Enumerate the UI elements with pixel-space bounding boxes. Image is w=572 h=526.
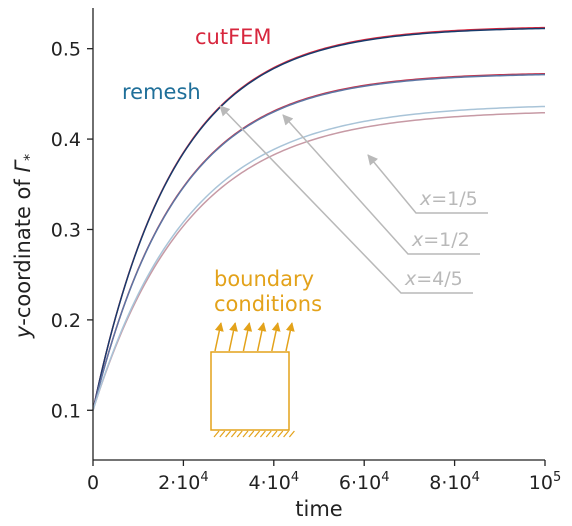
y-tick-label: 0.2 <box>51 310 81 332</box>
x-axis-title: time <box>295 497 342 521</box>
annotation-label: x=4/5 <box>404 268 463 290</box>
annotation-leader-line <box>219 105 473 294</box>
hatch-mark <box>219 430 226 438</box>
y-tick-label: 0.3 <box>51 219 81 241</box>
position-annotation: x=4/5 <box>219 105 473 294</box>
hatch-mark <box>242 430 249 438</box>
hatch-mark <box>283 430 290 438</box>
boundary-conditions-inset: boundary conditions <box>210 267 322 438</box>
boundary-arrow <box>242 322 253 352</box>
hatch-mark <box>248 430 255 438</box>
series-label-cutfem: cutFEM <box>195 25 272 49</box>
annotation-label: x=1/5 <box>419 188 478 210</box>
boundary-arrow <box>214 322 224 352</box>
hatch-mark <box>259 430 266 438</box>
position-annotation: x=1/5 <box>367 154 488 214</box>
x-tick-label: 105 <box>529 470 561 494</box>
hatch-mark <box>277 430 284 438</box>
y-tick-label: 0.1 <box>51 400 81 422</box>
hatch-mark <box>213 430 220 438</box>
hatch-mark <box>236 430 243 438</box>
fixed-boundary-hatch <box>213 430 295 438</box>
y-axis-title: y-coordinate of Γ* <box>11 154 38 339</box>
annotation-leader-line <box>282 114 480 255</box>
series-line-remesh-2 <box>92 27 546 411</box>
boundary-arrow <box>271 322 281 352</box>
x-tick-label: 8·104 <box>429 470 480 494</box>
y-tick-label: 0.5 <box>51 39 81 61</box>
curves-layer <box>92 26 546 411</box>
boundary-conditions-label-line-1: boundary <box>214 267 314 291</box>
annotation-leader-line <box>367 154 488 214</box>
boundary-arrow <box>228 322 238 352</box>
series-line-remesh-4 <box>92 73 546 411</box>
x-tick-label: 4·104 <box>249 470 300 494</box>
annotation-layer: cutFEM remesh x=1/5 x=1/2 x=4/5 <box>122 25 488 294</box>
series-line-remesh-6 <box>92 105 546 411</box>
y-tick-label: 0.4 <box>51 129 81 151</box>
annotation-label: x=1/2 <box>411 229 470 251</box>
hatch-mark <box>230 430 237 438</box>
x-tick-label: 2·104 <box>158 470 209 494</box>
hatch-mark <box>271 430 278 438</box>
series-label-remesh: remesh <box>122 80 201 104</box>
boundary-arrows <box>214 322 295 352</box>
axes-layer: 0.1 0.2 0.3 0.4 0.5 0 2·104 4·104 6·104 8·104 105 t… <box>11 8 561 521</box>
x-tick-label: 6·104 <box>339 470 390 494</box>
boundary-arrow <box>256 322 267 352</box>
hatch-mark <box>265 430 272 438</box>
boundary-conditions-label-line-2: conditions <box>214 292 322 316</box>
series-line-cutfem-5 <box>92 111 546 411</box>
series-line-cutfem-3 <box>92 72 546 411</box>
hatch-mark <box>225 430 232 438</box>
hatch-mark <box>254 430 261 438</box>
position-annotation: x=1/2 <box>282 114 480 255</box>
x-tick-label: 0 <box>87 472 99 494</box>
boundary-arrow <box>285 322 295 352</box>
hatch-mark <box>288 430 295 438</box>
domain-square <box>210 351 290 431</box>
